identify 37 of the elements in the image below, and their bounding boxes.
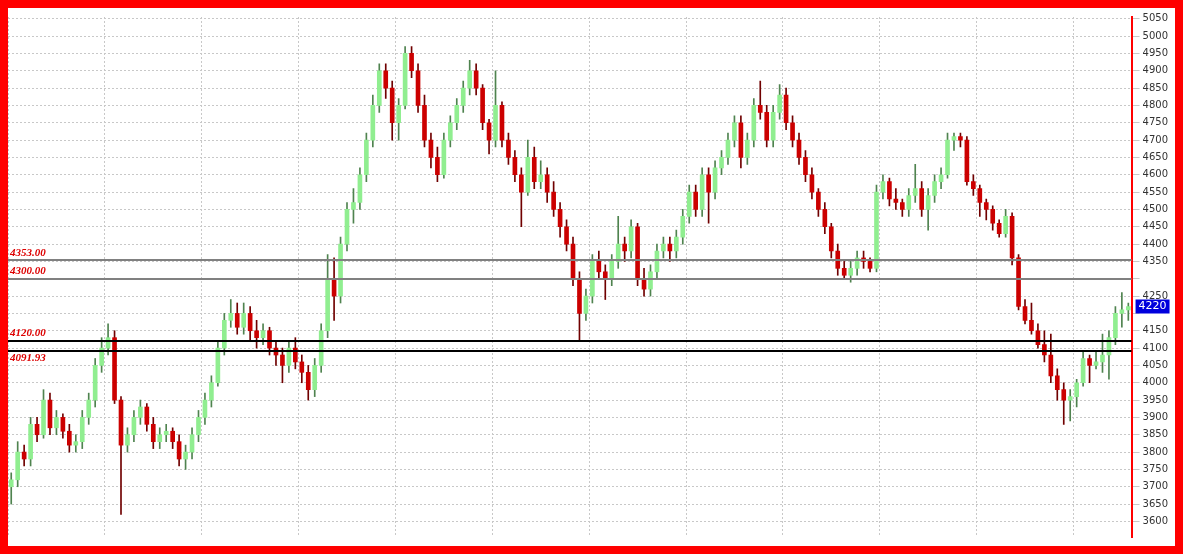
y-tick-label: 4650 — [1142, 150, 1168, 162]
text: 4220 — [1138, 299, 1167, 313]
y-tick-label: 4050 — [1142, 358, 1168, 370]
y-tick-label: 3850 — [1142, 428, 1168, 440]
ref-line-label: 4120.00 — [9, 326, 47, 339]
y-tick-label: 4800 — [1142, 98, 1168, 110]
y-tick-label: 5000 — [1142, 29, 1168, 41]
ref-line-label: 4091.93 — [9, 351, 47, 364]
y-tick-label: 4900 — [1142, 64, 1168, 76]
y-tick-label: 4400 — [1142, 237, 1168, 249]
y-tick-label: 4150 — [1142, 324, 1168, 336]
y-tick-label: 3650 — [1142, 497, 1168, 509]
candlestick — [912, 164, 918, 203]
y-tick-label: 4350 — [1142, 254, 1168, 266]
candlestick — [1125, 302, 1131, 321]
y-tick-label: 3750 — [1142, 462, 1168, 474]
y-tick-label: 4450 — [1142, 220, 1168, 232]
y-tick-label: 4600 — [1142, 168, 1168, 180]
y-tick-label: 4550 — [1142, 185, 1168, 197]
y-tick-label: 3950 — [1142, 393, 1168, 405]
ref-line-label: 4353.00 — [9, 245, 47, 258]
ref-line-label: 4300.00 — [9, 264, 47, 277]
y-tick-label: 4100 — [1142, 341, 1168, 353]
y-tick-label: 3600 — [1142, 514, 1168, 526]
y-tick-label: 3900 — [1142, 410, 1168, 422]
y-tick-label: 3700 — [1142, 480, 1168, 492]
y-tick-label: 4500 — [1142, 202, 1168, 214]
candlestick — [73, 434, 79, 453]
y-tick-label: 4950 — [1142, 46, 1168, 58]
candlestick — [163, 424, 169, 442]
y-tick-label: 4000 — [1142, 376, 1168, 388]
y-tick-label: 3800 — [1142, 445, 1168, 457]
y-tick-label: 4700 — [1142, 133, 1168, 145]
y-tick-label: 4750 — [1142, 116, 1168, 128]
y-tick-label: 5050 — [1142, 12, 1168, 24]
y-tick-label: 4250 — [1142, 289, 1168, 301]
y-tick-label: 4850 — [1142, 81, 1168, 93]
